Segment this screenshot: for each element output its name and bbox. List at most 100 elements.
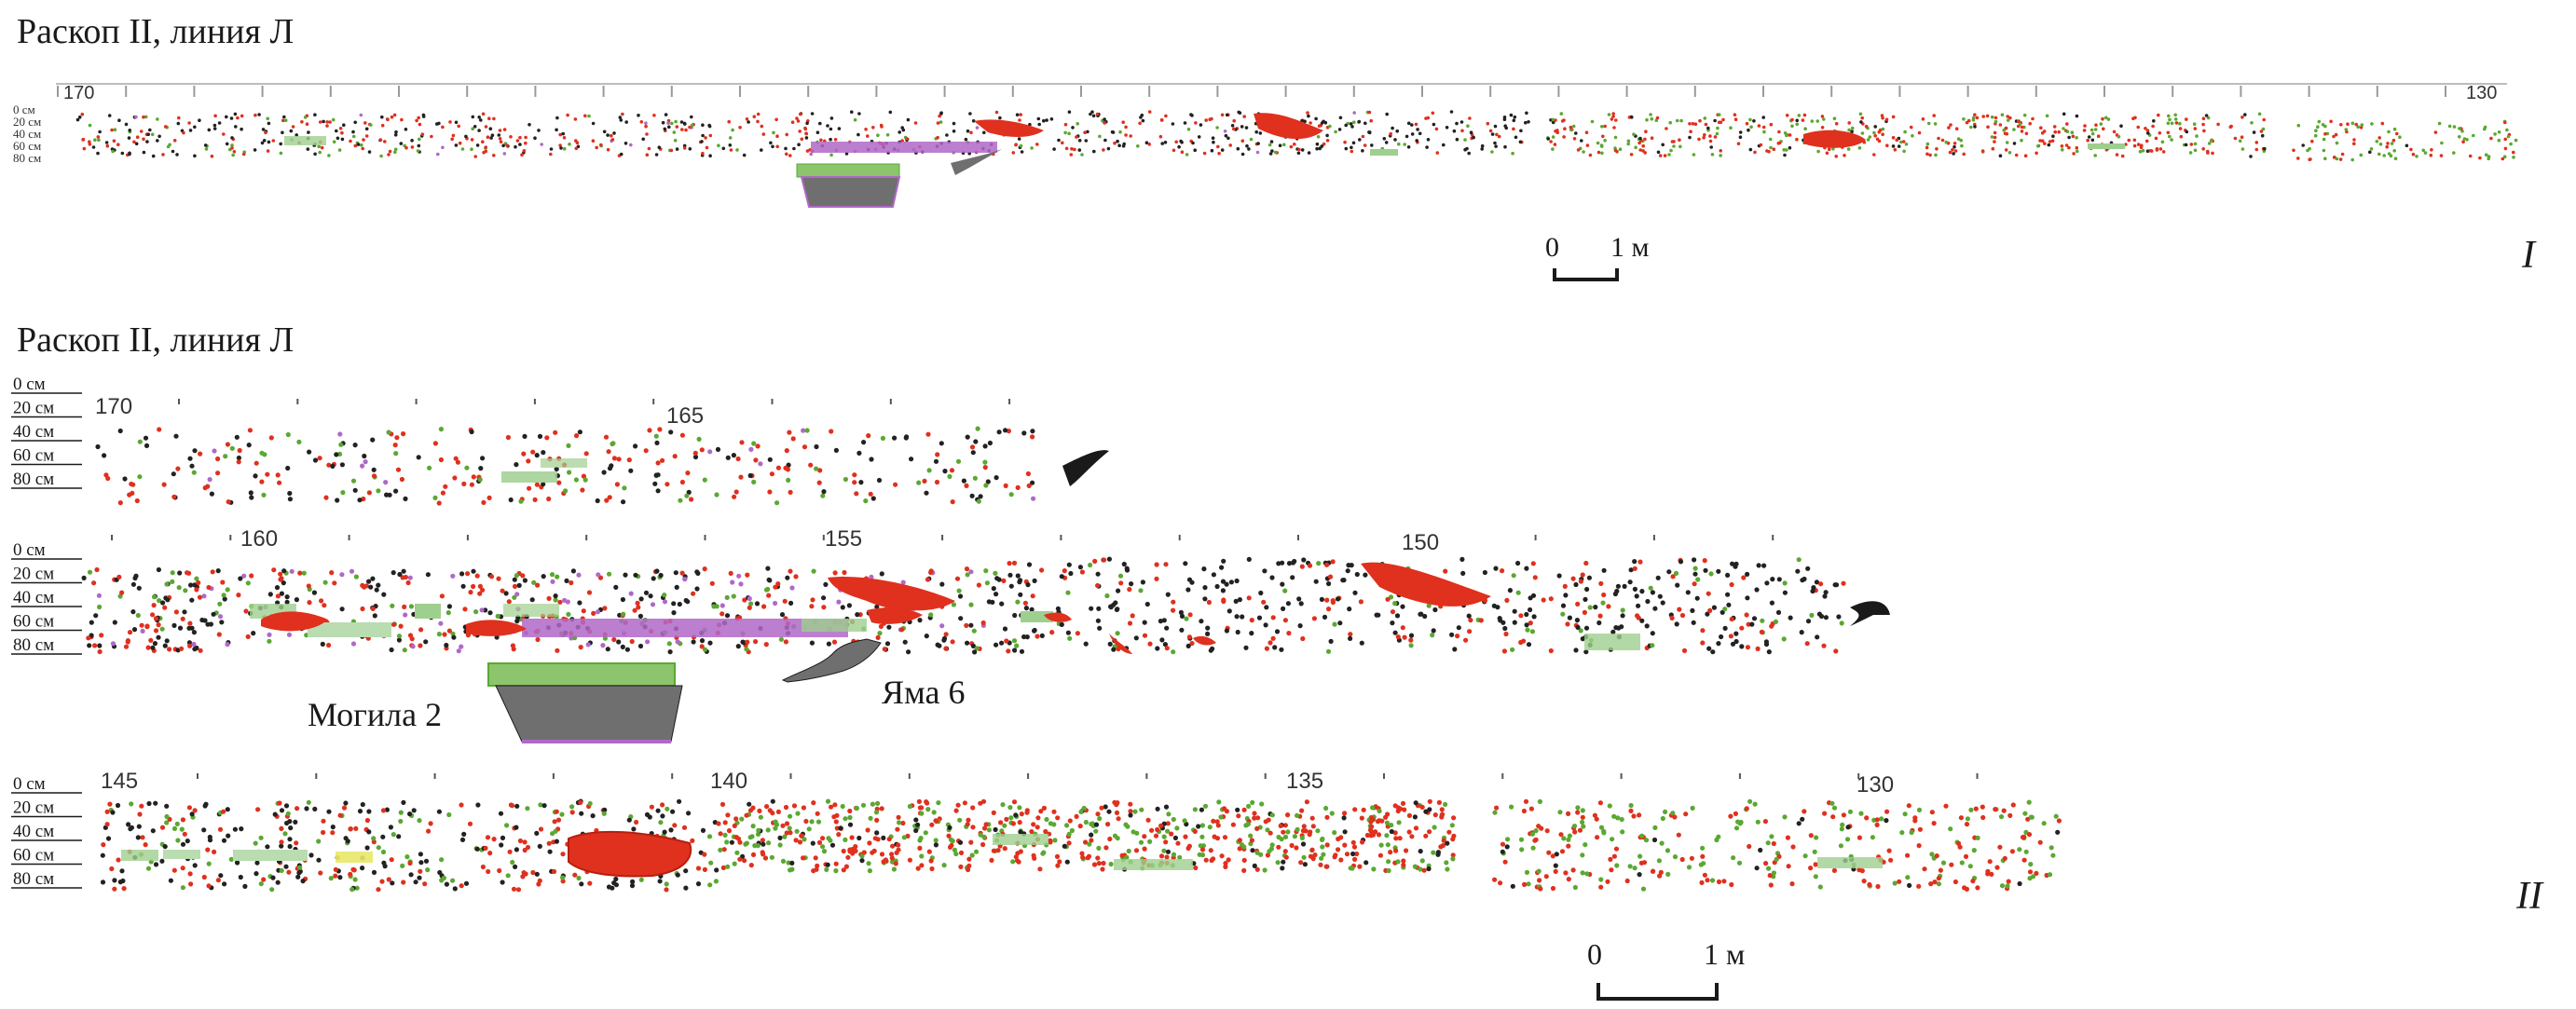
find-black <box>1071 126 1075 130</box>
find-black <box>1357 119 1362 124</box>
find-green <box>1526 881 1531 887</box>
find-black <box>777 835 783 841</box>
pit-6-shape <box>781 638 882 683</box>
find-red <box>551 868 557 875</box>
find-red <box>481 140 485 143</box>
find-red <box>1061 141 1064 145</box>
find-red <box>117 500 123 506</box>
find-black <box>1246 556 1252 563</box>
find-black <box>760 148 763 152</box>
find-red <box>1932 879 1938 885</box>
find-green <box>2514 138 2518 143</box>
find-red <box>275 472 281 478</box>
find-green <box>1571 124 1576 129</box>
find-green <box>144 115 148 119</box>
find-green <box>2497 138 2501 143</box>
find-black <box>1583 649 1589 655</box>
find-red <box>486 868 491 875</box>
find-black <box>1247 147 1251 151</box>
find-green <box>1813 874 1818 879</box>
find-green <box>380 849 387 855</box>
find-red <box>402 604 407 610</box>
find-black <box>994 576 1000 581</box>
find-black <box>452 886 458 892</box>
find-black <box>274 585 281 591</box>
find-green <box>763 587 770 593</box>
find-black <box>306 147 310 151</box>
find-black <box>1504 844 1510 850</box>
find-red <box>2094 123 2098 127</box>
find-black <box>1553 863 1558 868</box>
find-black <box>1554 852 1559 857</box>
find-black <box>411 808 417 813</box>
find-red <box>1543 874 1549 879</box>
find-red <box>1830 814 1836 820</box>
find-red <box>745 572 750 578</box>
find-green <box>117 593 123 599</box>
find-green <box>933 838 939 843</box>
find-red <box>99 633 104 638</box>
find-black <box>260 141 265 145</box>
find-black <box>677 601 682 607</box>
find-black <box>2146 131 2150 135</box>
find-black <box>619 152 623 157</box>
find-red <box>1702 872 1707 878</box>
find-black <box>226 833 231 839</box>
find-black <box>735 644 741 649</box>
find-red <box>1324 842 1330 848</box>
find-green <box>297 865 303 870</box>
find-black <box>208 621 213 627</box>
find-green <box>859 853 865 859</box>
find-red <box>1698 118 1702 123</box>
find-red <box>1163 562 1169 567</box>
find-black <box>1180 141 1184 144</box>
find-black <box>498 811 504 816</box>
find-red <box>387 153 391 157</box>
find-red <box>708 133 713 138</box>
find-black <box>253 148 257 152</box>
find-black <box>144 443 150 448</box>
find-red <box>2240 116 2244 119</box>
find-red <box>1937 136 1940 141</box>
find-green <box>1580 870 1585 876</box>
find-red <box>2026 832 2033 838</box>
find-red <box>1768 882 1774 888</box>
find-black <box>1111 647 1117 652</box>
find-red <box>2056 818 2062 824</box>
find-red <box>917 845 923 852</box>
find-black <box>399 142 404 145</box>
find-black <box>1459 556 1465 563</box>
find-black <box>1422 613 1428 620</box>
find-red <box>2101 116 2104 121</box>
find-black <box>1296 151 1301 156</box>
find-black <box>289 129 294 133</box>
find-black <box>1709 145 1713 149</box>
find-red <box>205 484 211 489</box>
find-red <box>1158 134 1163 139</box>
find-black <box>152 641 158 647</box>
find-red <box>379 879 385 884</box>
find-green <box>1098 134 1102 139</box>
find-red <box>1502 859 1508 865</box>
find-black <box>1297 623 1303 629</box>
find-red <box>2052 125 2057 129</box>
find-red <box>307 600 312 606</box>
find-green <box>983 483 989 488</box>
find-green <box>1774 856 1779 862</box>
find-black <box>857 112 861 116</box>
find-green <box>1321 852 1326 857</box>
find-green <box>1115 631 1120 636</box>
find-red <box>2478 156 2482 160</box>
find-red <box>1867 881 1872 888</box>
find-black <box>667 125 671 130</box>
find-red <box>2024 131 2029 136</box>
find-red <box>916 798 923 805</box>
find-red <box>1580 814 1585 820</box>
find-black <box>160 600 166 606</box>
find-red <box>1153 833 1159 839</box>
find-red <box>634 819 639 825</box>
find-red <box>813 855 818 861</box>
find-black <box>522 578 528 583</box>
find-red <box>804 131 809 136</box>
find-green <box>788 813 793 819</box>
